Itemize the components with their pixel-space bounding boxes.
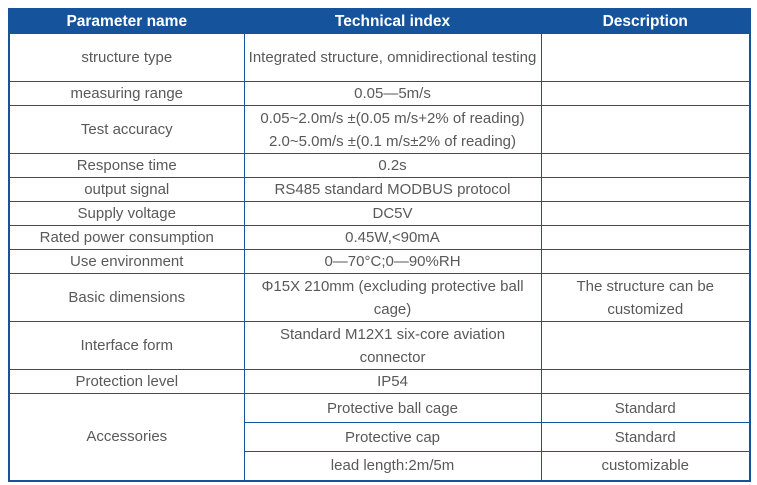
index-cell: 0—70°C;0—90%RH bbox=[243, 249, 542, 274]
table-row-supply-voltage: Supply voltage DC5V bbox=[8, 201, 751, 226]
parameter-cell: Test accuracy bbox=[8, 105, 245, 154]
header-parameter-name: Parameter name bbox=[8, 8, 245, 34]
description-cell bbox=[540, 225, 751, 250]
parameter-cell: Rated power consumption bbox=[8, 225, 245, 250]
index-cell: Standard M12X1 six-core aviation connect… bbox=[243, 321, 542, 370]
header-description: Description bbox=[540, 8, 751, 34]
description-cell bbox=[540, 321, 751, 370]
table-row-accessories-2: Protective cap Standard bbox=[9, 422, 751, 452]
index-cell: Protective cap bbox=[243, 422, 542, 452]
description-cell bbox=[540, 81, 751, 106]
table-row-test-accuracy: Test accuracy 0.05~2.0m/s ±(0.05 m/s+2% … bbox=[8, 105, 751, 154]
index-cell: Φ15X 210mm (excluding protective ball ca… bbox=[243, 273, 542, 322]
index-cell: Protective ball cage bbox=[243, 393, 542, 423]
parameter-cell: Basic dimensions bbox=[8, 273, 245, 322]
table-row-accessories-3: lead length:2m/5m customizable bbox=[9, 451, 751, 481]
parameter-cell: Response time bbox=[8, 153, 245, 178]
description-cell: The structure can be customized bbox=[540, 273, 751, 322]
description-cell bbox=[540, 201, 751, 226]
index-cell: lead length:2m/5m bbox=[243, 451, 542, 481]
table-row-structure-type: structure type Integrated structure, omn… bbox=[8, 33, 751, 82]
header-technical-index: Technical index bbox=[243, 8, 542, 34]
parameter-cell: Supply voltage bbox=[8, 201, 245, 226]
description-cell bbox=[540, 153, 751, 178]
parameter-cell: Protection level bbox=[8, 369, 245, 394]
table-row-basic-dimensions: Basic dimensions Φ15X 210mm (excluding p… bbox=[8, 273, 751, 322]
index-cell: 0.05~2.0m/s ±(0.05 m/s+2% of reading) 2.… bbox=[243, 105, 542, 154]
description-cell bbox=[540, 249, 751, 274]
description-cell bbox=[540, 105, 751, 154]
parameter-cell: Accessories bbox=[8, 393, 245, 481]
index-cell: Integrated structure, omnidirectional te… bbox=[243, 33, 542, 82]
table-row-use-environment: Use environment 0—70°C;0—90%RH bbox=[8, 249, 751, 274]
parameter-cell: Interface form bbox=[8, 321, 245, 370]
description-cell bbox=[540, 177, 751, 202]
index-cell: IP54 bbox=[243, 369, 542, 394]
description-cell: Standard bbox=[540, 393, 751, 423]
table-row-measuring-range: measuring range 0.05—5m/s bbox=[8, 81, 751, 106]
table-row-protection-level: Protection level IP54 bbox=[8, 369, 751, 394]
table-row-accessories-1: Accessories Protective ball cage Standar… bbox=[8, 393, 751, 481]
table-row-rated-power: Rated power consumption 0.45W,<90mA bbox=[8, 225, 751, 250]
parameter-cell: Use environment bbox=[8, 249, 245, 274]
index-cell: DC5V bbox=[243, 201, 542, 226]
index-cell: 0.45W,<90mA bbox=[243, 225, 542, 250]
table-row-output-signal: output signal RS485 standard MODBUS prot… bbox=[8, 177, 751, 202]
index-cell: 0.05—5m/s bbox=[243, 81, 542, 106]
table-row-response-time: Response time 0.2s bbox=[8, 153, 751, 178]
table-row-interface-form: Interface form Standard M12X1 six-core a… bbox=[8, 321, 751, 370]
description-cell: customizable bbox=[540, 451, 751, 481]
description-cell: Standard bbox=[540, 422, 751, 452]
parameter-cell: structure type bbox=[8, 33, 245, 82]
spec-table: Parameter name Technical index Descripti… bbox=[8, 8, 751, 482]
description-cell bbox=[540, 369, 751, 394]
parameter-cell: measuring range bbox=[8, 81, 245, 106]
index-cell: 0.2s bbox=[243, 153, 542, 178]
index-cell: RS485 standard MODBUS protocol bbox=[243, 177, 542, 202]
header-row: Parameter name Technical index Descripti… bbox=[8, 8, 751, 34]
description-cell bbox=[540, 33, 751, 82]
parameter-cell: output signal bbox=[8, 177, 245, 202]
